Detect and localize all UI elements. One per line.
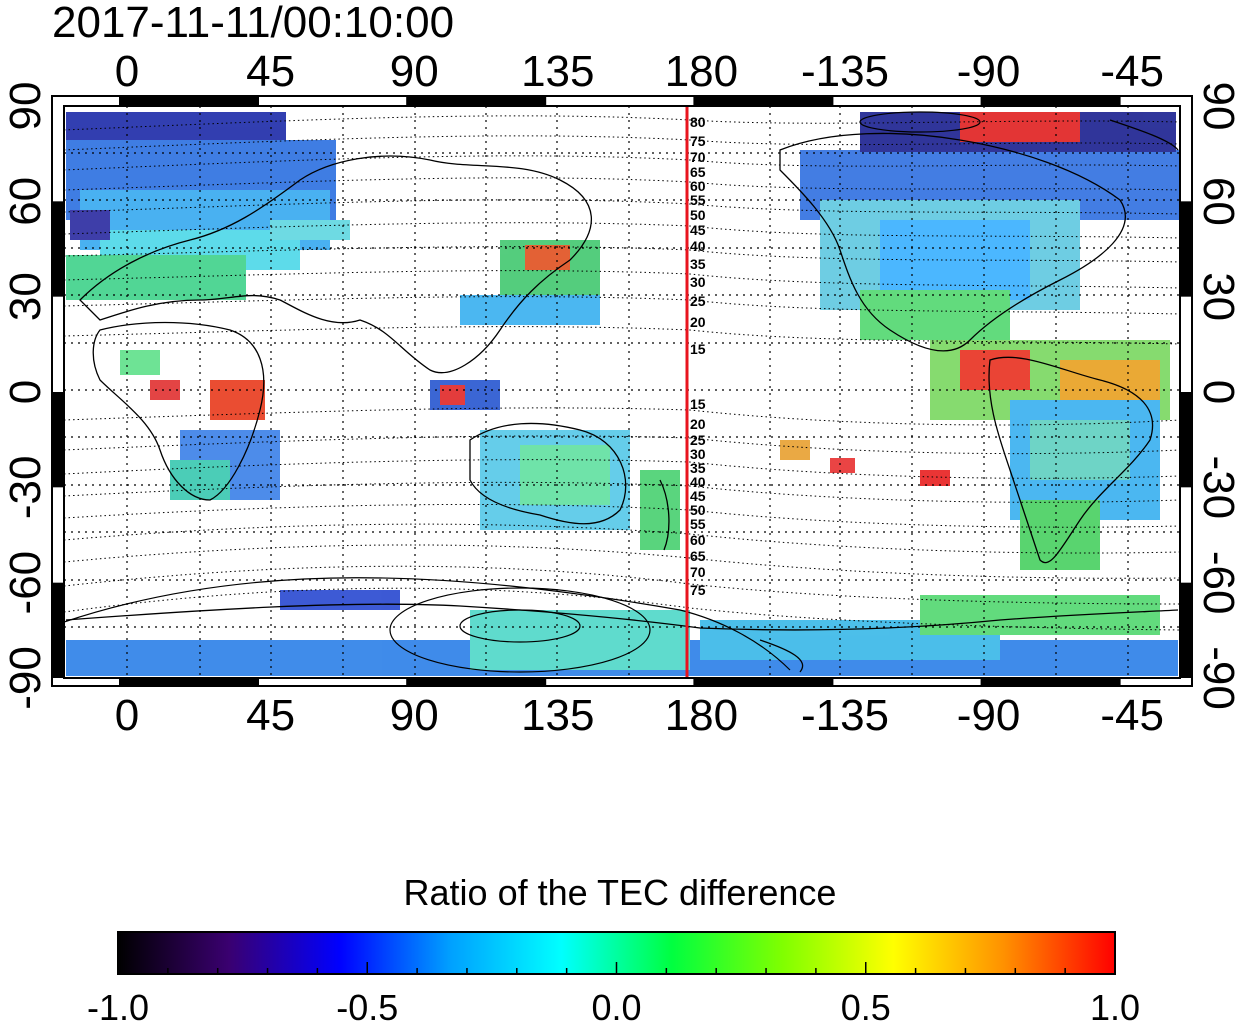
axis-bar-left: [53, 582, 63, 678]
latitude-label-left: 30: [1, 272, 50, 321]
colorbar-tick-labels: -1.0 -0.5 0.0 0.5 1.0: [87, 987, 1140, 1024]
contour-label: 15: [690, 341, 706, 357]
map-outer-frame: [51, 95, 1193, 687]
longitude-labels-top: 0 45 90 135 180 -135 -90 -45: [115, 47, 1164, 96]
contour-label: 45: [690, 488, 706, 504]
axis-bar-right: [1181, 582, 1191, 678]
latitude-label-right: 60: [1194, 177, 1240, 226]
colorbar-title: Ratio of the TEC difference: [403, 872, 837, 913]
coastlines: [65, 119, 1179, 673]
colorbar-tick-label: -1.0: [87, 987, 149, 1024]
contour-label: 75: [690, 133, 706, 149]
contour-label: 20: [690, 416, 706, 432]
contour-label: 20: [690, 314, 706, 330]
contour-label: 65: [690, 548, 706, 564]
latitude-label-left: 0: [1, 380, 50, 404]
longitude-label-top: 90: [390, 47, 439, 96]
longitude-label-bottom: -45: [1100, 691, 1164, 740]
contour-label: 30: [690, 446, 706, 462]
contour-label: 65: [690, 164, 706, 180]
contour-label: 15: [690, 396, 706, 412]
longitude-labels-bottom: 0 45 90 135 180 -135 -90 -45: [115, 691, 1164, 740]
contour-label: 25: [690, 293, 706, 309]
latitude-label-left: -60: [1, 551, 50, 615]
latitude-labels-right: 90 60 30 0 -30 -60 -90: [1194, 82, 1240, 710]
axis-bar-bottom: [406, 679, 547, 687]
contour-label: 25: [690, 432, 706, 448]
contour-label: 30: [690, 274, 706, 290]
latitude-label-left: 90: [1, 82, 50, 131]
longitude-label-top: -135: [801, 47, 889, 96]
axis-bar-top: [406, 97, 547, 105]
colorbar-tick-label: 0.5: [841, 987, 891, 1024]
longitude-label-bottom: 90: [390, 691, 439, 740]
longitude-label-bottom: -135: [801, 691, 889, 740]
longitude-label-top: 180: [665, 47, 738, 96]
colorbar-tick-label: 0.0: [591, 987, 641, 1024]
colorbar-ticks: [117, 962, 1116, 974]
longitude-label-bottom: 45: [246, 691, 295, 740]
latitude-label-right: 30: [1194, 272, 1240, 321]
contour-label: 40: [690, 474, 706, 490]
magnetic-pole-contours: [64, 111, 981, 673]
axis-bar-bottom: [980, 679, 1121, 687]
contour-label: 45: [690, 222, 706, 238]
colorbar-tick-label: -0.5: [336, 987, 398, 1024]
axis-bar-bottom: [119, 679, 259, 687]
graticule: [64, 106, 1180, 678]
contour-labels: 8075706560555045403530252015152025303540…: [690, 114, 706, 598]
contour-label: 75: [690, 582, 706, 598]
colorbar: -1.0 -0.5 0.0 0.5 1.0: [87, 931, 1140, 1024]
map-frame: [63, 105, 1181, 679]
latitude-label-right: -90: [1194, 646, 1240, 710]
longitude-label-top: 0: [115, 47, 139, 96]
longitude-label-top: -90: [957, 47, 1021, 96]
contour-label: 80: [690, 114, 706, 130]
axis-bar-bottom: [693, 679, 834, 687]
latitude-label-right: 0: [1194, 380, 1240, 404]
contour-label: 55: [690, 516, 706, 532]
contour-label: 60: [690, 178, 706, 194]
axis-bar-left: [53, 201, 63, 297]
longitude-label-bottom: 180: [665, 691, 738, 740]
axis-bar-top: [693, 97, 834, 105]
contour-label: 35: [690, 460, 706, 476]
axis-bar-top: [980, 97, 1121, 105]
contour-label: 70: [690, 149, 706, 165]
longitude-label-top: 135: [521, 47, 594, 96]
latitude-label-left: -90: [1, 646, 50, 710]
longitude-label-bottom: 0: [115, 691, 139, 740]
contour-label: 70: [690, 564, 706, 580]
latitude-label-right: -30: [1194, 456, 1240, 520]
longitude-label-bottom: -90: [957, 691, 1021, 740]
tec-map: 8075706560555045403530252015152025303540…: [1, 47, 1240, 740]
latitude-label-right: 90: [1194, 82, 1240, 131]
colorbar-tick-label: 1.0: [1090, 987, 1140, 1024]
axis-bar-right: [1181, 392, 1191, 488]
longitude-label-bottom: 135: [521, 691, 594, 740]
contour-label: 60: [690, 532, 706, 548]
latitude-label-right: -60: [1194, 551, 1240, 615]
contour-label: 50: [690, 207, 706, 223]
longitude-label-top: 45: [246, 47, 295, 96]
latitude-label-left: 60: [1, 177, 50, 226]
latitude-label-left: -30: [1, 456, 50, 520]
axis-bar-top: [119, 97, 259, 105]
contour-label: 55: [690, 192, 706, 208]
contour-label: 50: [690, 502, 706, 518]
timestamp: 2017-11-11/00:10:00: [52, 0, 455, 47]
axis-bar-right: [1181, 201, 1191, 297]
axis-bar-left: [53, 392, 63, 488]
contour-label: 35: [690, 256, 706, 272]
contour-label: 40: [690, 238, 706, 254]
axis-bars: [53, 97, 1191, 687]
magnetic-contours: [64, 115, 1180, 631]
latitude-labels-left: 90 60 30 0 -30 -60 -90: [1, 82, 50, 710]
longitude-label-top: -45: [1100, 47, 1164, 96]
